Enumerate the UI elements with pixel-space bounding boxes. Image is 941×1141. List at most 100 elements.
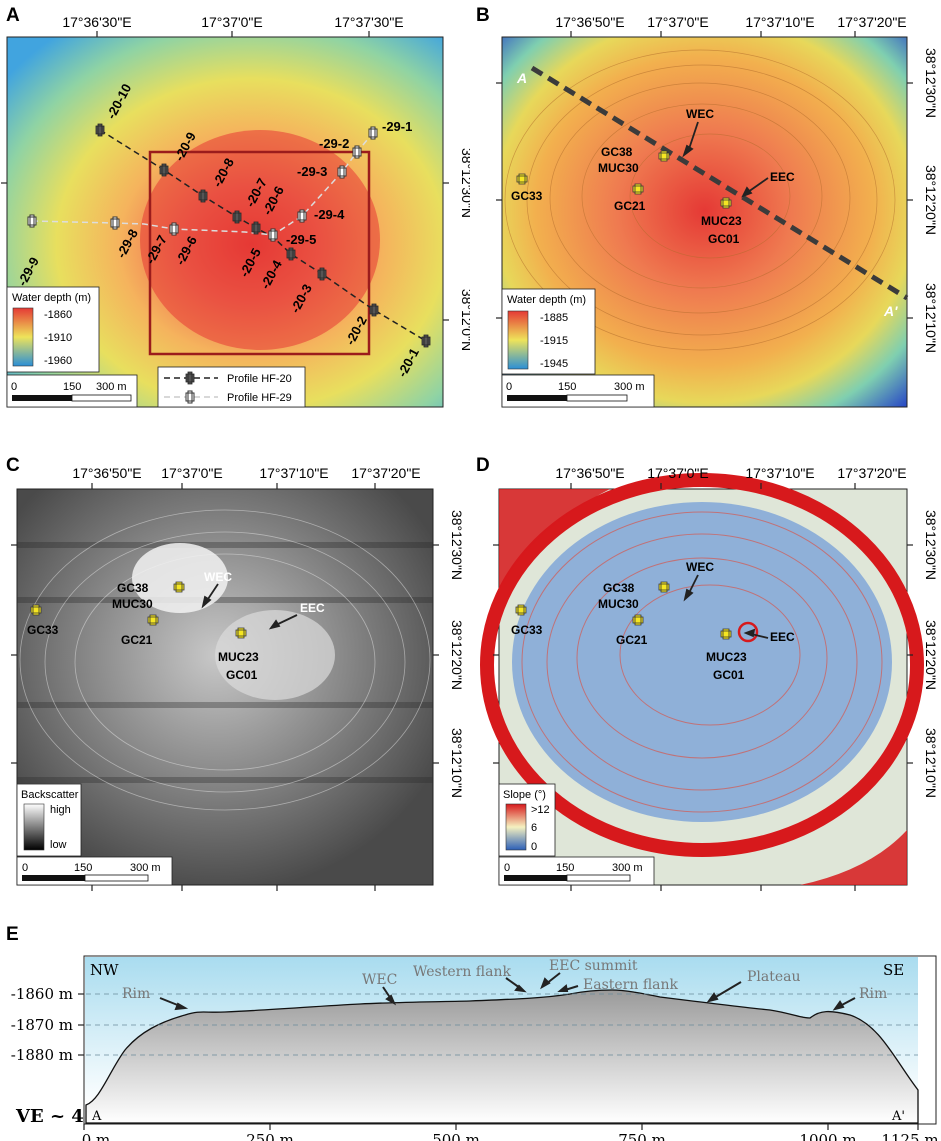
panel-d-scale-0: 0 (504, 862, 510, 874)
panel-e-line-start: A (91, 1109, 102, 1124)
panel-a-letter: A (6, 5, 20, 26)
panel-b-right-coord-3: 38°12'10"N (923, 283, 939, 353)
panel-c-legend-low: low (50, 839, 67, 851)
panel-d-scale-150: 150 (556, 862, 574, 874)
panel-c-letter: C (6, 455, 20, 476)
panel-b-site-gc21: GC21 (614, 199, 646, 213)
annot-western-flank: Western flank (413, 964, 511, 980)
panel-c-legend-title: Backscatter (21, 789, 79, 801)
panel-e-x-tick-3: 500 m (432, 1131, 480, 1141)
annot-eastern-flank: Eastern flank (583, 977, 679, 993)
panel-c-site-gc38: GC38 (117, 581, 149, 595)
panel-a-scale-150: 150 (63, 381, 81, 393)
panel-e-x-tick-2: 250 m (246, 1131, 294, 1141)
panel-a-legend-tick-1: -1860 (44, 309, 72, 321)
panel-b-scale-0: 0 (506, 381, 512, 393)
panel-b-right-coord-2: 38°12'20"N (923, 165, 939, 235)
panel-c-site-muc23: MUC23 (218, 650, 259, 664)
panel-e-end-nw: NW (90, 961, 119, 979)
panel-e-y-tick-3: -1880 m (11, 1046, 73, 1064)
bathymetric-profile (85, 989, 919, 1124)
panel-b-legend-tick-2: -1915 (540, 335, 568, 347)
panel-d-legend-tick-2: 6 (531, 822, 537, 834)
panel-b-right-coord-1: 38°12'30"N (923, 48, 939, 118)
panel-b-top-coord-4: 17°37'20"E (837, 14, 906, 30)
panel-c-scale-0: 0 (22, 862, 28, 874)
panel-d-site-muc30: MUC30 (598, 597, 639, 611)
annot-wec: WEC (362, 972, 397, 988)
panel-d-site-gc38: GC38 (603, 581, 635, 595)
profile-legend-hf20: Profile HF-20 (227, 373, 292, 385)
hf29-label-3: -29-3 (297, 164, 327, 179)
panel-a-right-coord-1: 38°12'30"N (459, 148, 470, 218)
panel-b-site-gc38: GC38 (601, 145, 633, 159)
panel-b-feature-wec: WEC (686, 107, 714, 121)
panel-c-top-coord-1: 17°36'50"E (72, 465, 141, 481)
panel-d-site-muc23: MUC23 (706, 650, 747, 664)
panel-b: B 17°36'50"E 17°37'0"E 17°37'10"E 17°37'… (476, 5, 939, 408)
panel-e-x-tick-5: 1000 m (799, 1131, 856, 1141)
hf29-label-2: -29-2 (319, 136, 349, 151)
panel-d-site-gc01: GC01 (713, 668, 745, 682)
panel-a-legend-tick-2: -1910 (44, 332, 72, 344)
panel-e-letter: E (6, 924, 19, 945)
panel-c-right-coord-2: 38°12'20"N (449, 620, 465, 690)
panel-d-legend-tick-1: >12 (531, 804, 550, 816)
panel-d-top-coord-1: 17°36'50"E (555, 465, 624, 481)
panel-d-site-gc21: GC21 (616, 633, 648, 647)
panel-b-site-muc30: MUC30 (598, 161, 639, 175)
panel-c-top-coord-3: 17°37'10"E (259, 465, 328, 481)
panel-b-top-coord-3: 17°37'10"E (745, 14, 814, 30)
panel-e-line-end: A' (891, 1109, 905, 1124)
panel-b-legend-title: Water depth (m) (507, 294, 586, 306)
panel-d-right-coord-1: 38°12'30"N (923, 510, 939, 580)
panel-c-scale-150: 150 (74, 862, 92, 874)
annot-rim-west: Rim (122, 986, 150, 1002)
annot-rim-east: Rim (859, 986, 887, 1002)
panel-a-scale-0: 0 (11, 381, 17, 393)
panel-d-feature-eec: EEC (770, 630, 795, 644)
panel-b-legend-tick-3: -1945 (540, 358, 568, 370)
panel-e-end-se: SE (883, 961, 904, 979)
panel-a: A 17°36'30"E 17°37'0"E 17°37'30"E 38°12'… (1, 5, 470, 408)
panel-a-top-coord-1: 17°36'30"E (62, 14, 131, 30)
panel-b-feature-eec: EEC (770, 170, 795, 184)
panel-c-site-gc21: GC21 (121, 633, 153, 647)
panel-e-x-tick-4: 750 m (618, 1131, 666, 1141)
hf29-label-4: -29-4 (314, 207, 345, 222)
panel-c-site-gc01: GC01 (226, 668, 258, 682)
panel-b-top-coord-1: 17°36'50"E (555, 14, 624, 30)
panel-c-right-coord-1: 38°12'30"N (449, 510, 465, 580)
panel-e-x-tick-1: 0 m (82, 1131, 111, 1141)
profile-legend-hf29: Profile HF-29 (227, 392, 292, 404)
panel-c-right-coord-3: 38°12'10"N (449, 728, 465, 798)
panel-d-legend-title: Slope (°) (503, 789, 546, 801)
panel-d-legend-tick-3: 0 (531, 841, 537, 853)
profile-line-a-a (530, 65, 909, 301)
annot-plateau: Plateau (747, 969, 801, 985)
panel-e-y-tick-1: -1860 m (11, 985, 73, 1003)
panel-d-top-coord-4: 17°37'20"E (837, 465, 906, 481)
panel-d-right-coord-3: 38°12'10"N (923, 728, 939, 798)
panel-d: D 17°36'50"E 17°37'0"E 17°37'10"E 17°37'… (476, 455, 939, 891)
panel-d-site-gc33: GC33 (511, 623, 543, 637)
panel-c-map (16, 488, 434, 886)
panel-b-scale-150: 150 (558, 381, 576, 393)
panel-b-letter: B (476, 5, 490, 26)
panel-a-right-coord-2: 38°12'0"N (459, 289, 470, 351)
panel-e-x-tick-6: 1125 m (881, 1131, 938, 1141)
panel-c-site-gc33: GC33 (27, 623, 59, 637)
panel-a-legend-title: Water depth (m) (12, 292, 91, 304)
panel-e-y-tick-2: -1870 m (11, 1016, 73, 1034)
panel-d-feature-wec: WEC (686, 560, 714, 574)
annot-eec-summit: EEC summit (549, 958, 638, 974)
panel-a-top-coord-3: 17°37'30"E (334, 14, 403, 30)
panel-b-site-muc23: MUC23 (701, 214, 742, 228)
panel-b-top-coord-2: 17°37'0"E (647, 14, 709, 30)
panel-b-site-gc01: GC01 (708, 232, 740, 246)
hf29-label-5: -29-5 (286, 232, 316, 247)
panel-b-line-start: A (516, 70, 527, 86)
panel-d-letter: D (476, 455, 490, 476)
hf29-label-1: -29-1 (382, 119, 412, 134)
panel-c-scale-300: 300 m (130, 862, 161, 874)
